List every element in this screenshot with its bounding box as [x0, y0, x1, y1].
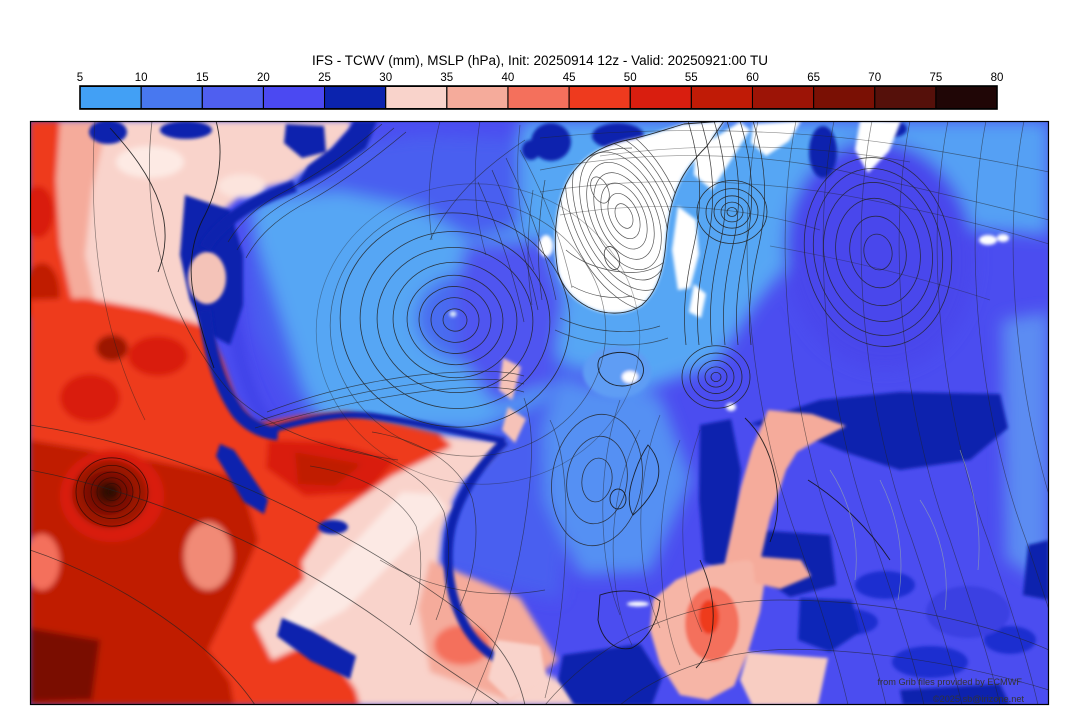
svg-text:80: 80	[991, 72, 1004, 84]
svg-text:60: 60	[746, 72, 759, 84]
svg-text:from Grib files provided by EC: from Grib files provided by ECMWF	[878, 677, 1023, 687]
svg-text:15: 15	[196, 72, 209, 84]
svg-text:50: 50	[624, 72, 637, 84]
svg-text:10: 10	[135, 72, 148, 84]
svg-text:65: 65	[807, 72, 820, 84]
svg-text:70: 70	[868, 72, 881, 84]
svg-text:30: 30	[379, 72, 392, 84]
svg-text:5: 5	[77, 72, 83, 84]
svg-text:55: 55	[685, 72, 698, 84]
svg-text:75: 75	[930, 72, 943, 84]
svg-text:35: 35	[440, 72, 453, 84]
svg-text:©2025 sb@irizone.net: ©2025 sb@irizone.net	[933, 694, 1025, 704]
svg-text:IFS - TCWV (mm), MSLP (hPa), I: IFS - TCWV (mm), MSLP (hPa), Init: 20250…	[312, 53, 768, 68]
svg-text:20: 20	[257, 72, 270, 84]
svg-text:25: 25	[318, 72, 331, 84]
svg-text:45: 45	[563, 72, 576, 84]
svg-text:40: 40	[502, 72, 515, 84]
